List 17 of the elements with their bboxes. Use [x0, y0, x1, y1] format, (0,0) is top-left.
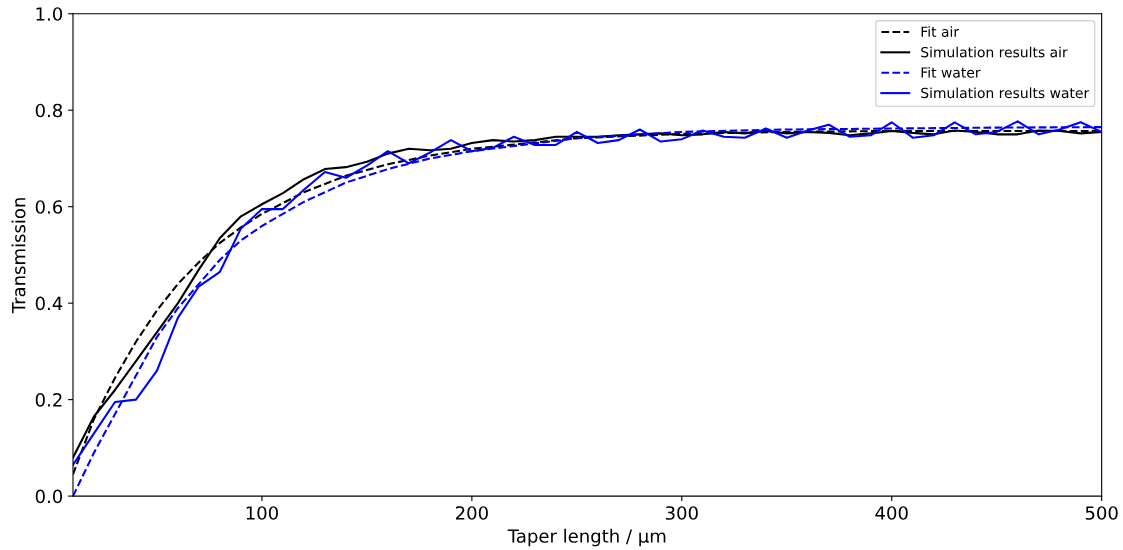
legend-label: Fit air	[921, 26, 960, 37]
y-tick-label: 0.6	[35, 200, 63, 214]
y-tick-label: 0.4	[35, 296, 63, 311]
x-tick-label: 500	[1085, 506, 1118, 520]
x-tick-label: 100	[246, 506, 278, 520]
x-tick-label: 200	[455, 506, 488, 520]
y-axis-title: Transmission	[11, 198, 26, 314]
y-tick-label: 0.2	[35, 393, 62, 407]
legend-label: Simulation results air	[921, 46, 1068, 58]
y-tick-label: 0.0	[35, 489, 63, 504]
x-axis-title: Taper length / µm	[507, 528, 666, 547]
legend-label: Fit water	[921, 67, 981, 78]
legend-label: Simulation results water	[921, 87, 1090, 99]
y-tick-label: 1.0	[36, 7, 63, 21]
x-tick-label: 300	[665, 506, 698, 520]
y-tick-label: 0.8	[35, 103, 63, 118]
x-tick-label: 400	[875, 506, 908, 520]
